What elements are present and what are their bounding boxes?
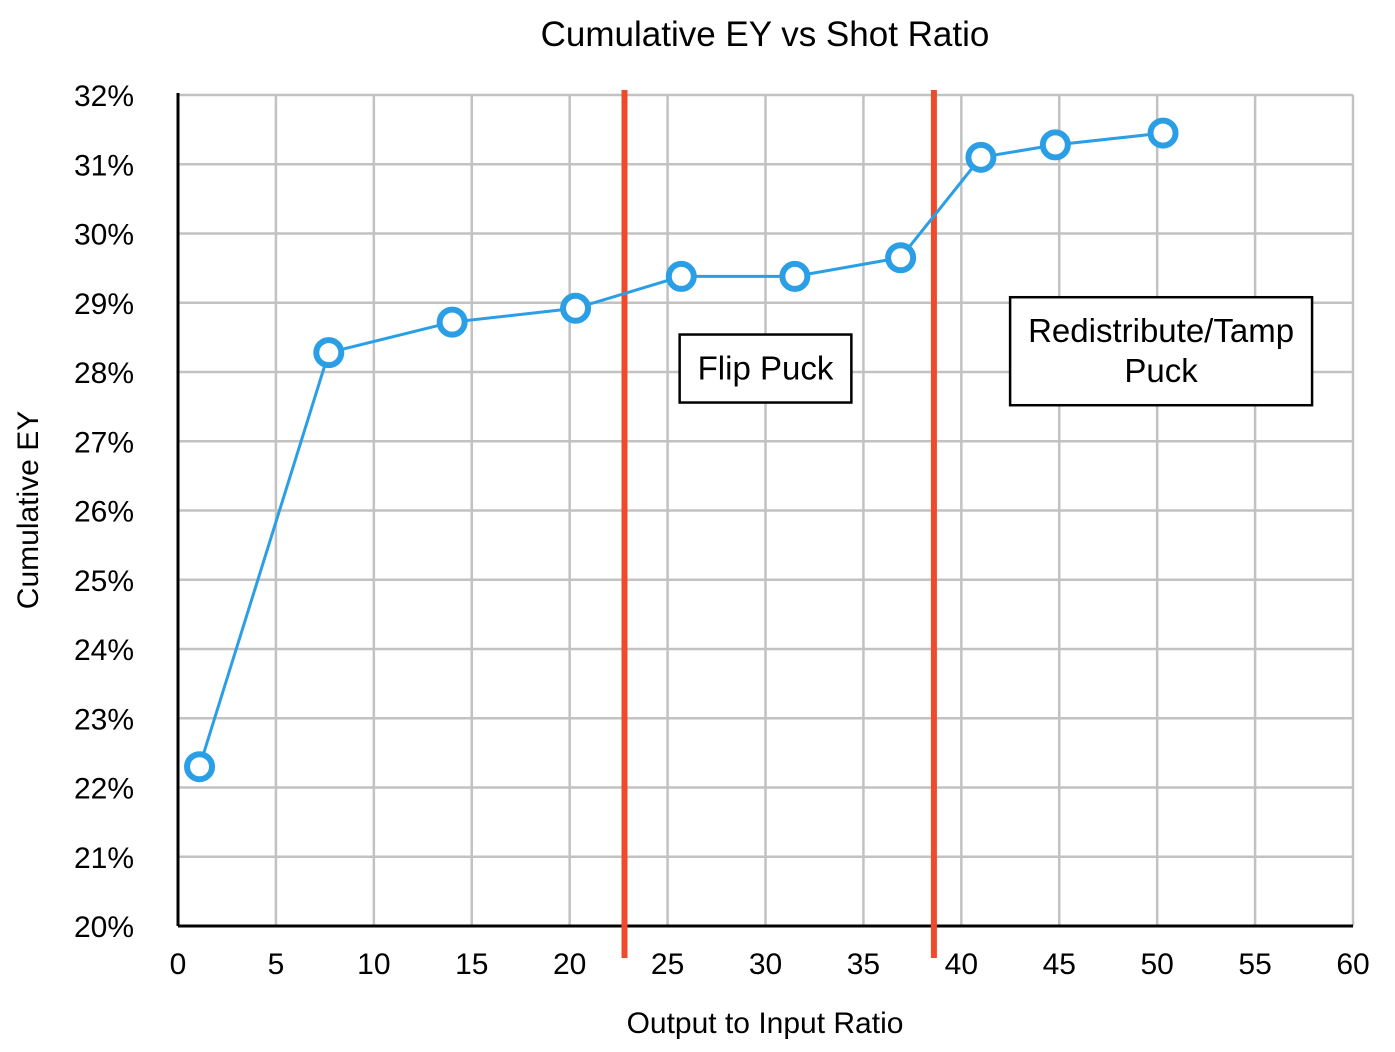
annotation-box bbox=[1008, 295, 1314, 407]
y-tick-label: 32% bbox=[74, 80, 134, 113]
y-tick-label: 28% bbox=[74, 357, 134, 390]
series-line bbox=[198, 131, 1164, 768]
annotation-box bbox=[678, 333, 853, 404]
data-point bbox=[313, 337, 345, 369]
x-tick-label: 15 bbox=[455, 948, 488, 981]
x-tick-label: 25 bbox=[651, 948, 684, 981]
x-tick-label: 60 bbox=[1336, 948, 1369, 981]
data-point bbox=[436, 306, 468, 338]
data-point bbox=[779, 260, 811, 292]
data-point bbox=[1039, 129, 1071, 161]
data-point bbox=[965, 141, 997, 173]
y-tick-label: 25% bbox=[74, 565, 134, 598]
x-tick-label: 30 bbox=[749, 948, 782, 981]
y-tick-label: 29% bbox=[74, 288, 134, 321]
y-tick-label: 22% bbox=[74, 773, 134, 806]
y-tick-label: 27% bbox=[74, 426, 134, 459]
annotation-text: Puck bbox=[1124, 352, 1198, 389]
x-axis-title: Output to Input Ratio bbox=[627, 1007, 904, 1040]
y-axis-title: Cumulative EY bbox=[12, 411, 45, 609]
data-point bbox=[1147, 117, 1179, 149]
x-tick-label: 55 bbox=[1238, 948, 1271, 981]
annotation: Flip Puck bbox=[678, 333, 853, 404]
y-tick-label: 30% bbox=[74, 219, 134, 252]
grid bbox=[178, 93, 1355, 926]
x-tick-label: 5 bbox=[268, 948, 285, 981]
x-tick-label: 20 bbox=[553, 948, 586, 981]
data-point bbox=[665, 260, 697, 292]
tick-labels: 0 5 10 15 20 25 30 35 40 45 50 55 60 20% 21% 22% 23% 24% 2… bbox=[74, 80, 1370, 981]
y-tick-label: 24% bbox=[74, 634, 134, 667]
x-tick-label: 35 bbox=[847, 948, 880, 981]
data-point bbox=[184, 751, 216, 783]
y-tick-label: 21% bbox=[74, 842, 134, 875]
marker-lines bbox=[621, 90, 937, 958]
axes bbox=[176, 93, 1353, 928]
x-tick-label: 0 bbox=[170, 948, 187, 981]
x-tick-label: 50 bbox=[1140, 948, 1173, 981]
annotation-text: Flip Puck bbox=[698, 350, 834, 387]
x-tick-label: 45 bbox=[1043, 948, 1076, 981]
data-point bbox=[560, 292, 592, 324]
annotation-text: Redistribute/Tamp bbox=[1028, 312, 1294, 349]
x-tick-label: 10 bbox=[357, 948, 390, 981]
data-point bbox=[885, 242, 917, 274]
chart-title: Cumulative EY vs Shot Ratio bbox=[541, 15, 990, 54]
y-tick-label: 23% bbox=[74, 703, 134, 736]
y-tick-label: 20% bbox=[74, 911, 134, 944]
y-tick-label: 26% bbox=[74, 496, 134, 529]
y-tick-label: 31% bbox=[74, 149, 134, 182]
x-tick-label: 40 bbox=[945, 948, 978, 981]
series bbox=[184, 117, 1179, 783]
